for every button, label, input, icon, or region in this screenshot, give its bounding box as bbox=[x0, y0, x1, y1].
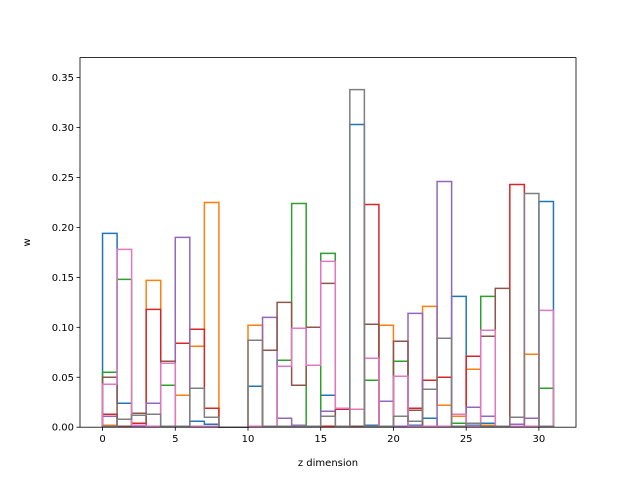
histogram-step-line bbox=[101, 88, 555, 428]
y-tick-label: 0.05 bbox=[52, 373, 74, 384]
y-tick-label: 0.25 bbox=[52, 173, 74, 184]
x-tick-label: 5 bbox=[172, 434, 178, 445]
y-tick-label: 0.30 bbox=[52, 123, 74, 134]
x-tick-label: 20 bbox=[387, 434, 400, 445]
y-axis: 0.00 0.05 0.10 0.15 0.20 0.25 0.30 0.35 bbox=[52, 73, 80, 434]
y-axis-label: w bbox=[22, 238, 33, 246]
histogram-series-8 bbox=[101, 88, 555, 428]
y-tick-label: 0.10 bbox=[52, 323, 74, 334]
x-tick-label: 0 bbox=[99, 434, 105, 445]
x-axis: 0 5 10 15 20 25 30 bbox=[99, 427, 545, 445]
plot-area bbox=[101, 88, 555, 428]
x-tick-label: 25 bbox=[460, 434, 473, 445]
x-tick-label: 15 bbox=[314, 434, 327, 445]
axes-frame bbox=[79, 57, 577, 428]
histogram-series-7 bbox=[101, 248, 555, 428]
y-tick-label: 0.20 bbox=[52, 223, 74, 234]
y-tick-label: 0.15 bbox=[52, 273, 74, 284]
x-tick-label: 30 bbox=[533, 434, 546, 445]
y-tick-label: 0.00 bbox=[52, 423, 74, 434]
x-tick-label: 10 bbox=[242, 434, 255, 445]
x-axis-label: z dimension bbox=[298, 458, 358, 469]
y-tick-label: 0.35 bbox=[52, 73, 74, 84]
histogram-step-line bbox=[101, 248, 555, 428]
